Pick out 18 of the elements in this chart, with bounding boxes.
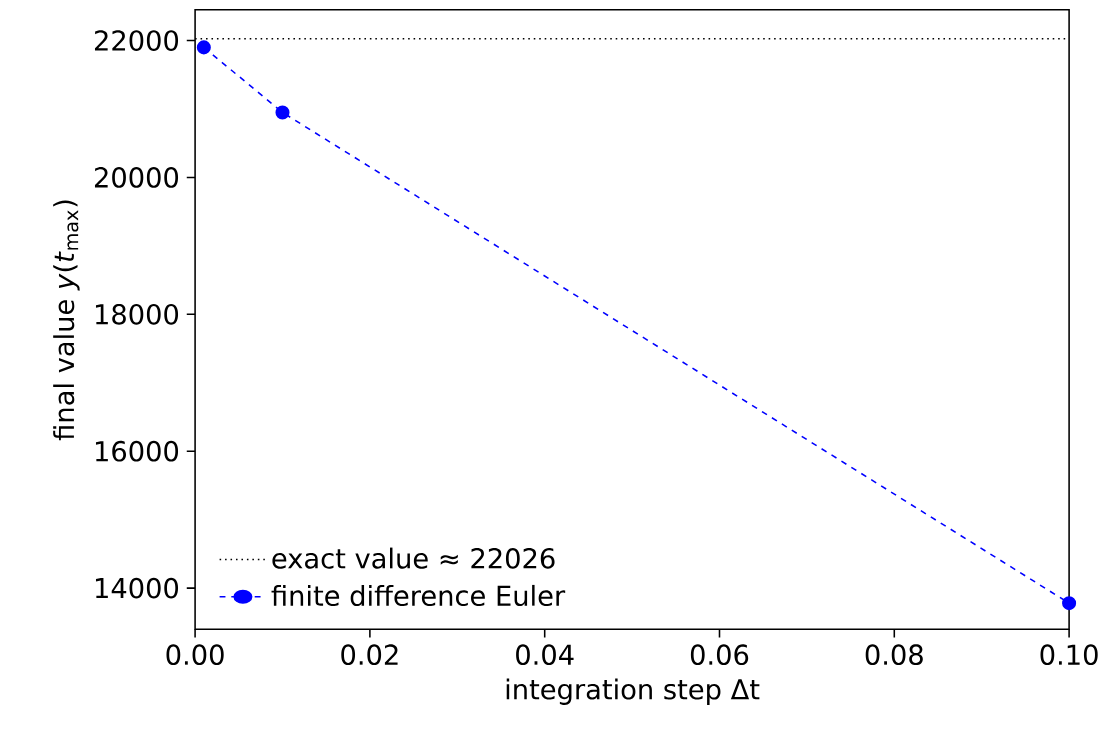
x-tick-label: 0.08 <box>865 644 923 666</box>
y-tick-label: 18000 <box>95 304 179 325</box>
x-axis-title: integration step Δt <box>506 678 760 706</box>
legend-label: finite difference Euler <box>271 585 566 607</box>
y-tick-label: 22000 <box>94 30 179 52</box>
point <box>275 105 290 120</box>
x-tick-label: 0.02 <box>341 644 398 666</box>
x-tick-label: 0.00 <box>166 644 224 666</box>
point <box>1062 596 1077 611</box>
y-tick-label: 20000 <box>94 167 179 188</box>
x-tick-label: 0.04 <box>516 644 574 666</box>
y-tick-label: 16000 <box>95 441 179 462</box>
x-tick-label: 0.10 <box>1040 644 1098 666</box>
legend-label: exact value ≈ 22026 <box>272 547 555 569</box>
x-tick-label: 0.06 <box>690 644 749 666</box>
point <box>196 40 211 55</box>
y-axis-title: final value y(t$_{max}$) <box>53 200 80 441</box>
y-tick-label: 14000 <box>95 577 179 599</box>
